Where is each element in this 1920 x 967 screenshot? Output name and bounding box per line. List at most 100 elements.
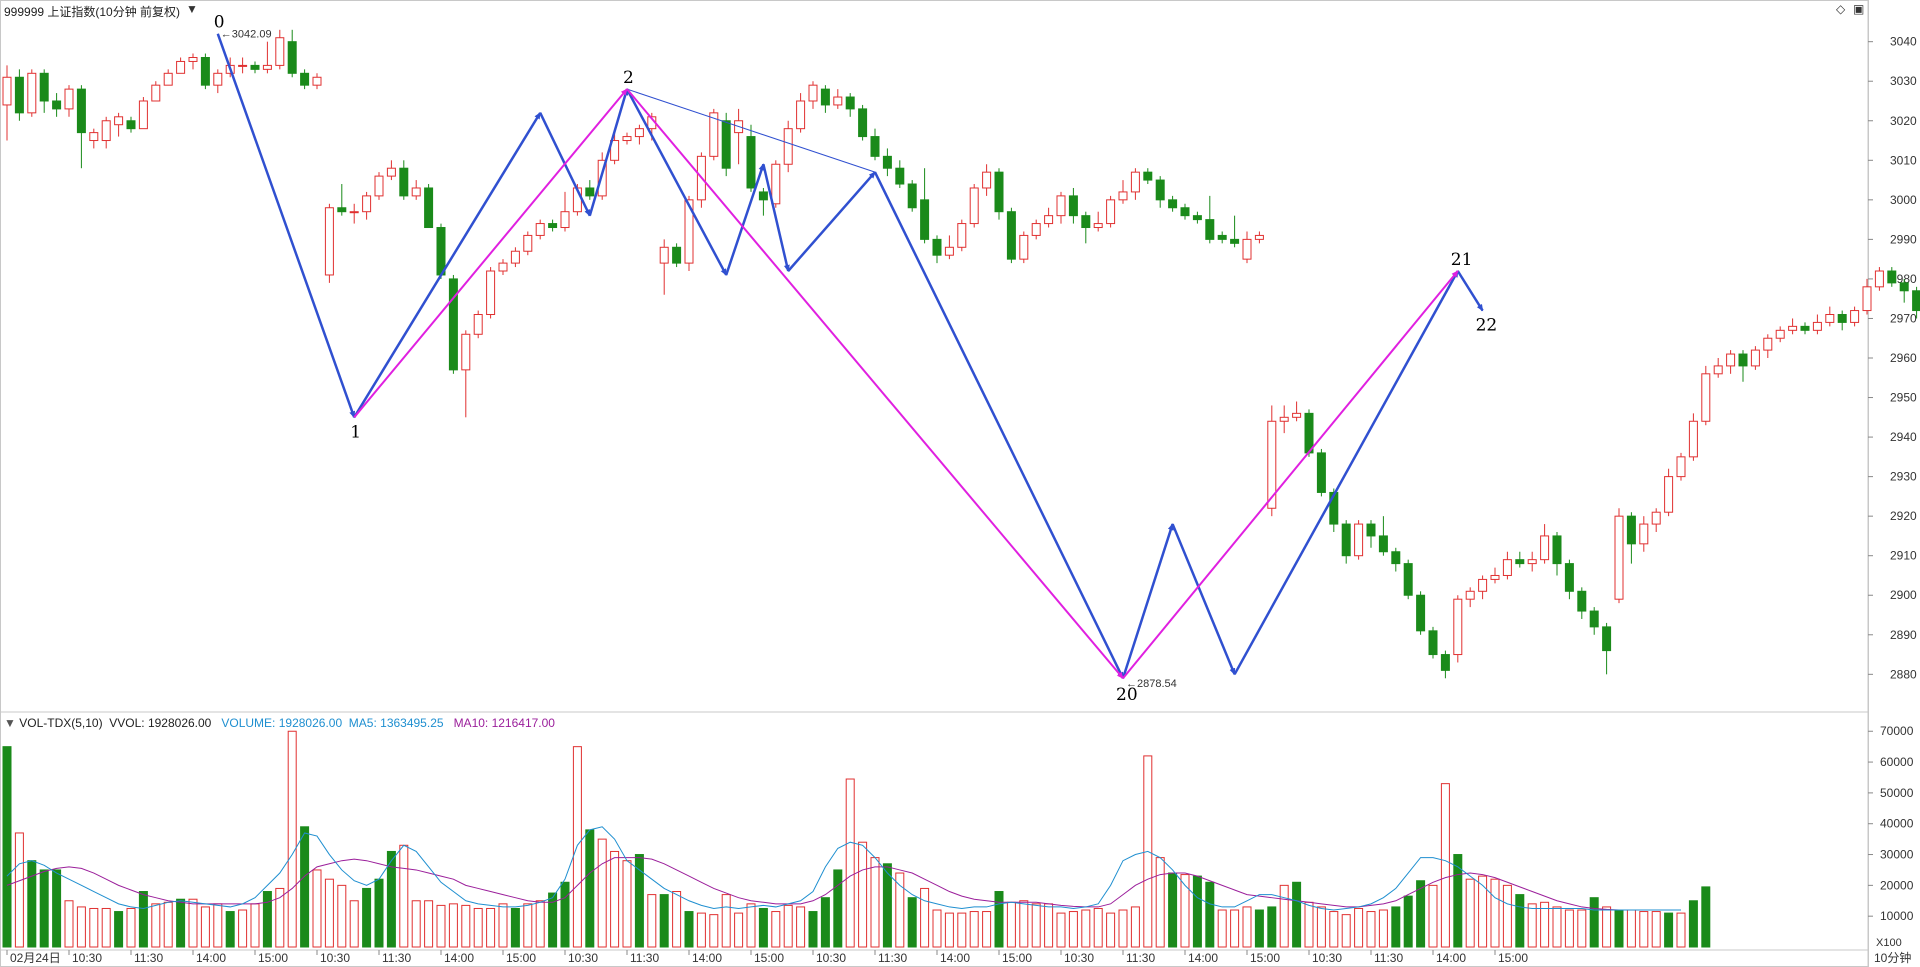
time-tick-label: 11:30: [878, 951, 907, 965]
candle-body: [1589, 610, 1599, 628]
candle-body: [1329, 491, 1339, 525]
volume-bar: [1254, 909, 1264, 948]
wave-point-label: 0: [214, 12, 225, 32]
candle-body: [101, 120, 111, 142]
candle-body: [1874, 270, 1884, 288]
price-tick-label: 2920: [1890, 509, 1917, 523]
candle: [1143, 168, 1153, 185]
candle-body: [672, 246, 682, 264]
candle-body: [1081, 215, 1091, 229]
time-tick-label: 14:00: [1188, 951, 1218, 965]
candle-body: [1180, 207, 1190, 217]
candle: [1056, 191, 1066, 224]
wave-line: [787, 171, 876, 272]
candle-body: [337, 207, 347, 213]
candle-body: [783, 128, 793, 165]
price-tick-label: 2960: [1890, 351, 1917, 365]
wave-line: [588, 88, 629, 217]
wave-line: [1233, 270, 1459, 675]
vol-label: VOL-TDX(5,10): [19, 716, 103, 730]
chart-border: [0, 0, 1869, 967]
time-tick-label: 11:30: [134, 951, 163, 965]
volume-bar: [1465, 878, 1475, 948]
candle: [337, 184, 347, 216]
volume-bar: [1552, 906, 1562, 948]
candle: [1031, 219, 1041, 240]
candle: [486, 267, 496, 319]
candle: [1688, 413, 1698, 461]
candle-body: [473, 314, 483, 335]
volume-dropdown-icon[interactable]: ▼: [4, 716, 16, 730]
candle-body: [324, 207, 334, 276]
candle: [1254, 231, 1264, 244]
volume-tick-label: 70000: [1880, 724, 1914, 738]
price-tick-label: 2930: [1890, 470, 1917, 484]
candle: [1217, 231, 1227, 244]
volume-bar: [659, 894, 669, 948]
candle: [944, 235, 954, 260]
candle-body: [1217, 234, 1227, 240]
candle: [39, 69, 49, 113]
price-tick-label: 3010: [1890, 153, 1917, 167]
candle-body: [820, 88, 830, 106]
candle-body: [758, 191, 768, 201]
candle: [1490, 567, 1500, 584]
time-tick-label: 11:30: [382, 951, 411, 965]
volume-bar: [1490, 878, 1500, 948]
volume-bar: [337, 884, 347, 948]
chart-title: 999999 上证指数(10分钟 前复权): [4, 5, 181, 19]
candle-body: [1912, 290, 1920, 312]
candle: [1750, 346, 1760, 370]
candle: [399, 160, 409, 200]
volume-bar: [1589, 897, 1599, 948]
candle-body: [1304, 412, 1314, 454]
candle: [870, 128, 880, 161]
volume-bar: [1366, 911, 1376, 948]
wave-line: [625, 88, 728, 276]
candle: [411, 180, 421, 200]
candle-body: [362, 195, 372, 213]
volume-bar: [746, 903, 756, 948]
candle-body: [1155, 179, 1165, 201]
candle: [176, 57, 186, 74]
candle-body: [1750, 349, 1760, 367]
volume-bar: [1416, 880, 1426, 948]
diamond-icon[interactable]: ◇: [1836, 2, 1846, 16]
volume-bar: [1502, 884, 1512, 948]
volume-bar: [1316, 906, 1326, 948]
volume-bar: [27, 860, 37, 948]
candle-body: [634, 128, 644, 138]
candle: [250, 61, 260, 74]
candle-body: [114, 116, 124, 126]
candle-body: [1626, 515, 1636, 545]
volume-bar: [89, 907, 99, 948]
volume-bar: [982, 911, 992, 948]
candle: [448, 274, 458, 374]
candle-body: [982, 171, 992, 189]
candle-body: [1230, 238, 1240, 244]
candle: [1602, 622, 1612, 675]
candle: [1639, 516, 1649, 552]
candle-body: [1267, 420, 1277, 509]
volume-bar: [39, 869, 49, 948]
candle-body: [436, 227, 446, 276]
candle-body: [1316, 452, 1326, 493]
candle-body: [1279, 416, 1289, 422]
volume-bar: [473, 907, 483, 948]
volume-bar: [634, 854, 644, 948]
candle: [1837, 310, 1847, 331]
dropdown-icon[interactable]: ▼: [186, 2, 198, 16]
candle-body: [1639, 523, 1649, 545]
wave-point-label: 22: [1476, 316, 1498, 336]
volume-bar: [486, 907, 496, 948]
candle: [659, 239, 669, 295]
candle: [920, 168, 930, 244]
volume-bar: [572, 746, 582, 948]
candle-body: [622, 136, 632, 142]
candle: [1527, 551, 1537, 572]
candle-body: [1068, 195, 1078, 217]
panel-toggle-icon[interactable]: ▣: [1853, 2, 1865, 16]
candle: [1391, 547, 1401, 572]
candle: [1044, 207, 1054, 228]
